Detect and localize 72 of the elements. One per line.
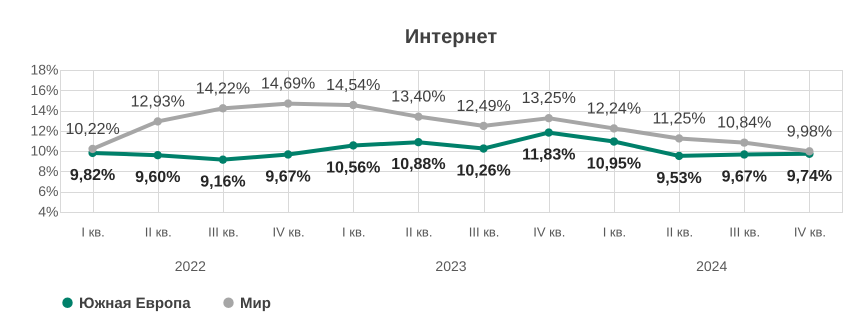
y-tick-label: 10% [30, 142, 58, 159]
chart-title: Интернет [404, 26, 498, 48]
x-tick-label: III кв. [208, 224, 239, 240]
x-tick-label: II кв. [666, 224, 694, 240]
point [154, 151, 162, 160]
x-tick-label: I кв. [81, 224, 105, 240]
point [414, 112, 423, 121]
point [88, 144, 97, 154]
data-label: 9,74% [786, 168, 832, 185]
data-label: 14,22% [196, 80, 250, 98]
y-tick-label: 8% [38, 162, 58, 179]
point [154, 117, 162, 126]
data-label: 14,69% [260, 76, 316, 93]
y-tick-label: 14% [30, 102, 58, 118]
data-label: 12,24% [586, 100, 642, 118]
point [610, 137, 618, 146]
data-label: 9,60% [135, 169, 180, 186]
x-tick-label: IV кв. [794, 224, 826, 240]
data-label: 10,56% [326, 159, 380, 176]
data-label: 10,88% [391, 156, 446, 174]
point [349, 141, 358, 150]
point [349, 100, 358, 110]
data-label: 10,26% [456, 162, 511, 180]
x-tick-label: II кв. [405, 224, 432, 240]
data-label: 11,83% [522, 146, 576, 164]
data-label: 9,98% [786, 123, 832, 140]
point [284, 150, 292, 159]
point [479, 144, 488, 153]
data-label: 9,67% [265, 168, 311, 186]
x-tick-label: III кв. [468, 224, 500, 240]
data-label: 9,53% [656, 170, 702, 187]
x-tick-label: II кв. [144, 224, 172, 240]
legend-label: Мир [240, 294, 271, 312]
y-tick-label: 6% [38, 183, 58, 200]
data-label: 12,49% [456, 98, 511, 115]
point [674, 134, 684, 143]
y-tick-label: 16% [30, 82, 58, 98]
point [544, 128, 553, 137]
y-tick-label: 4% [38, 204, 58, 220]
data-label: 13,40% [391, 88, 446, 106]
point [740, 150, 748, 159]
text: 2024 [696, 258, 728, 274]
x-tick-label: IV кв. [272, 224, 305, 240]
point [414, 138, 423, 146]
data-label: 14,54% [326, 77, 380, 94]
data-label: 13,25% [522, 90, 576, 108]
point [544, 114, 553, 122]
point [674, 152, 684, 160]
data-label: 10,95% [586, 156, 642, 173]
data-label: 9,16% [200, 174, 246, 191]
data-label: 10,22% [65, 120, 120, 138]
y-tick-label: 12% [30, 122, 58, 138]
data-label: 10,84% [717, 114, 772, 132]
point [218, 155, 228, 164]
data-label: 11,25% [652, 110, 706, 128]
point [479, 122, 488, 130]
data-label: 9,67% [722, 168, 767, 186]
point [610, 124, 618, 133]
point [740, 138, 748, 147]
x-tick-label: IV кв. [533, 224, 566, 240]
point [284, 99, 292, 108]
x-tick-label: I кв. [602, 224, 626, 240]
text: 2022 [174, 258, 206, 274]
y-tick-label: 18% [30, 62, 58, 78]
text: 2023 [435, 258, 467, 274]
x-tick-label: III кв. [729, 224, 760, 240]
data-label: 12,93% [130, 93, 185, 110]
point [805, 147, 814, 156]
legend-label: Южная Европа [79, 294, 192, 312]
data-label: 9,82% [70, 166, 116, 184]
x-tick-label: I кв. [342, 224, 366, 240]
point [218, 104, 228, 113]
